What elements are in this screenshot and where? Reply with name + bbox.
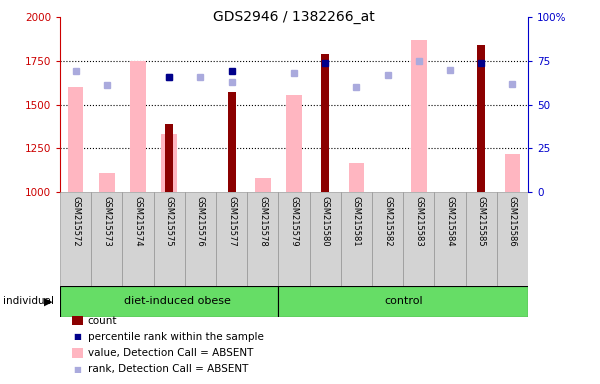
Text: GSM215586: GSM215586	[508, 196, 517, 247]
Bar	[154, 192, 185, 286]
Bar	[286, 95, 302, 192]
Text: count: count	[88, 316, 117, 326]
Bar	[278, 192, 310, 286]
Text: GSM215573: GSM215573	[102, 196, 112, 247]
Text: GSM215576: GSM215576	[196, 196, 205, 247]
Text: GSM215583: GSM215583	[414, 196, 424, 247]
Bar	[216, 192, 247, 286]
Text: percentile rank within the sample: percentile rank within the sample	[88, 332, 263, 342]
Text: diet-induced obese: diet-induced obese	[124, 296, 230, 306]
Bar	[161, 134, 177, 192]
Bar	[68, 87, 83, 192]
Bar	[372, 192, 403, 286]
Text: GSM215584: GSM215584	[445, 196, 455, 247]
Text: GSM215580: GSM215580	[320, 196, 330, 247]
Text: GSM215578: GSM215578	[258, 196, 267, 247]
Bar	[411, 40, 427, 192]
Text: ▶: ▶	[44, 296, 52, 306]
Text: GSM215575: GSM215575	[164, 196, 174, 247]
Bar	[403, 192, 434, 286]
Bar	[505, 154, 520, 192]
Bar	[310, 192, 341, 286]
Bar	[322, 54, 329, 192]
Bar	[478, 45, 485, 192]
Text: rank, Detection Call = ABSENT: rank, Detection Call = ABSENT	[88, 364, 248, 374]
Text: GSM215585: GSM215585	[476, 196, 485, 247]
Text: ■: ■	[73, 364, 82, 374]
Text: value, Detection Call = ABSENT: value, Detection Call = ABSENT	[88, 348, 253, 358]
Bar	[60, 192, 91, 286]
Bar	[91, 192, 122, 286]
Text: GDS2946 / 1382266_at: GDS2946 / 1382266_at	[213, 10, 375, 23]
Bar	[278, 286, 528, 317]
Bar	[341, 192, 372, 286]
Bar	[99, 173, 115, 192]
Bar	[247, 192, 278, 286]
Text: GSM215574: GSM215574	[133, 196, 143, 247]
Bar	[60, 286, 278, 317]
Text: GSM215582: GSM215582	[383, 196, 392, 247]
Bar	[228, 93, 235, 192]
Bar	[185, 192, 216, 286]
Bar	[255, 178, 271, 192]
Text: individual: individual	[3, 296, 54, 306]
Text: GSM215581: GSM215581	[352, 196, 361, 247]
Text: GSM215572: GSM215572	[71, 196, 80, 247]
Text: GSM215579: GSM215579	[290, 196, 299, 247]
Bar	[497, 192, 528, 286]
Bar	[166, 124, 173, 192]
Bar	[349, 163, 364, 192]
Bar	[130, 61, 146, 192]
Bar	[434, 192, 466, 286]
Bar	[122, 192, 154, 286]
Bar	[466, 192, 497, 286]
Text: GSM215577: GSM215577	[227, 196, 236, 247]
Text: control: control	[384, 296, 422, 306]
Text: ■: ■	[73, 332, 82, 341]
